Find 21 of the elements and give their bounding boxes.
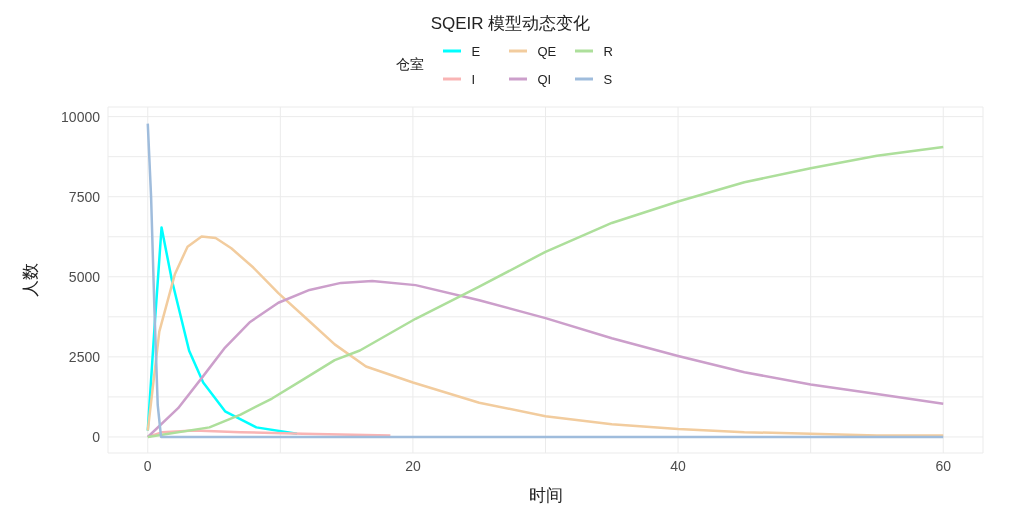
x-tick-label: 60 <box>935 457 952 474</box>
legend-label: E <box>471 43 482 59</box>
x-tick-label: 40 <box>670 457 687 474</box>
legend-label: I <box>471 71 477 87</box>
legend-label: QI <box>537 71 553 87</box>
y-tick-label: 5000 <box>68 268 101 285</box>
legend-label: R <box>603 43 614 59</box>
y-tick-label: 2500 <box>68 348 101 365</box>
x-tick-label: 0 <box>143 457 152 474</box>
chart-title: SQEIR 模型动态变化 <box>429 13 592 35</box>
legend-title: 仓室 <box>395 56 424 74</box>
y-tick-label: 7500 <box>68 188 101 205</box>
x-axis-title: 时间 <box>528 486 563 505</box>
y-tick-label: 10000 <box>61 108 101 125</box>
legend-label: QE <box>537 43 558 59</box>
y-tick-label: 0 <box>92 428 101 445</box>
line-series <box>146 235 945 437</box>
x-tick-label: 20 <box>405 457 421 474</box>
legend-label: S <box>603 71 614 87</box>
y-axis-title: 人数 <box>21 263 41 297</box>
line-series <box>146 279 945 439</box>
